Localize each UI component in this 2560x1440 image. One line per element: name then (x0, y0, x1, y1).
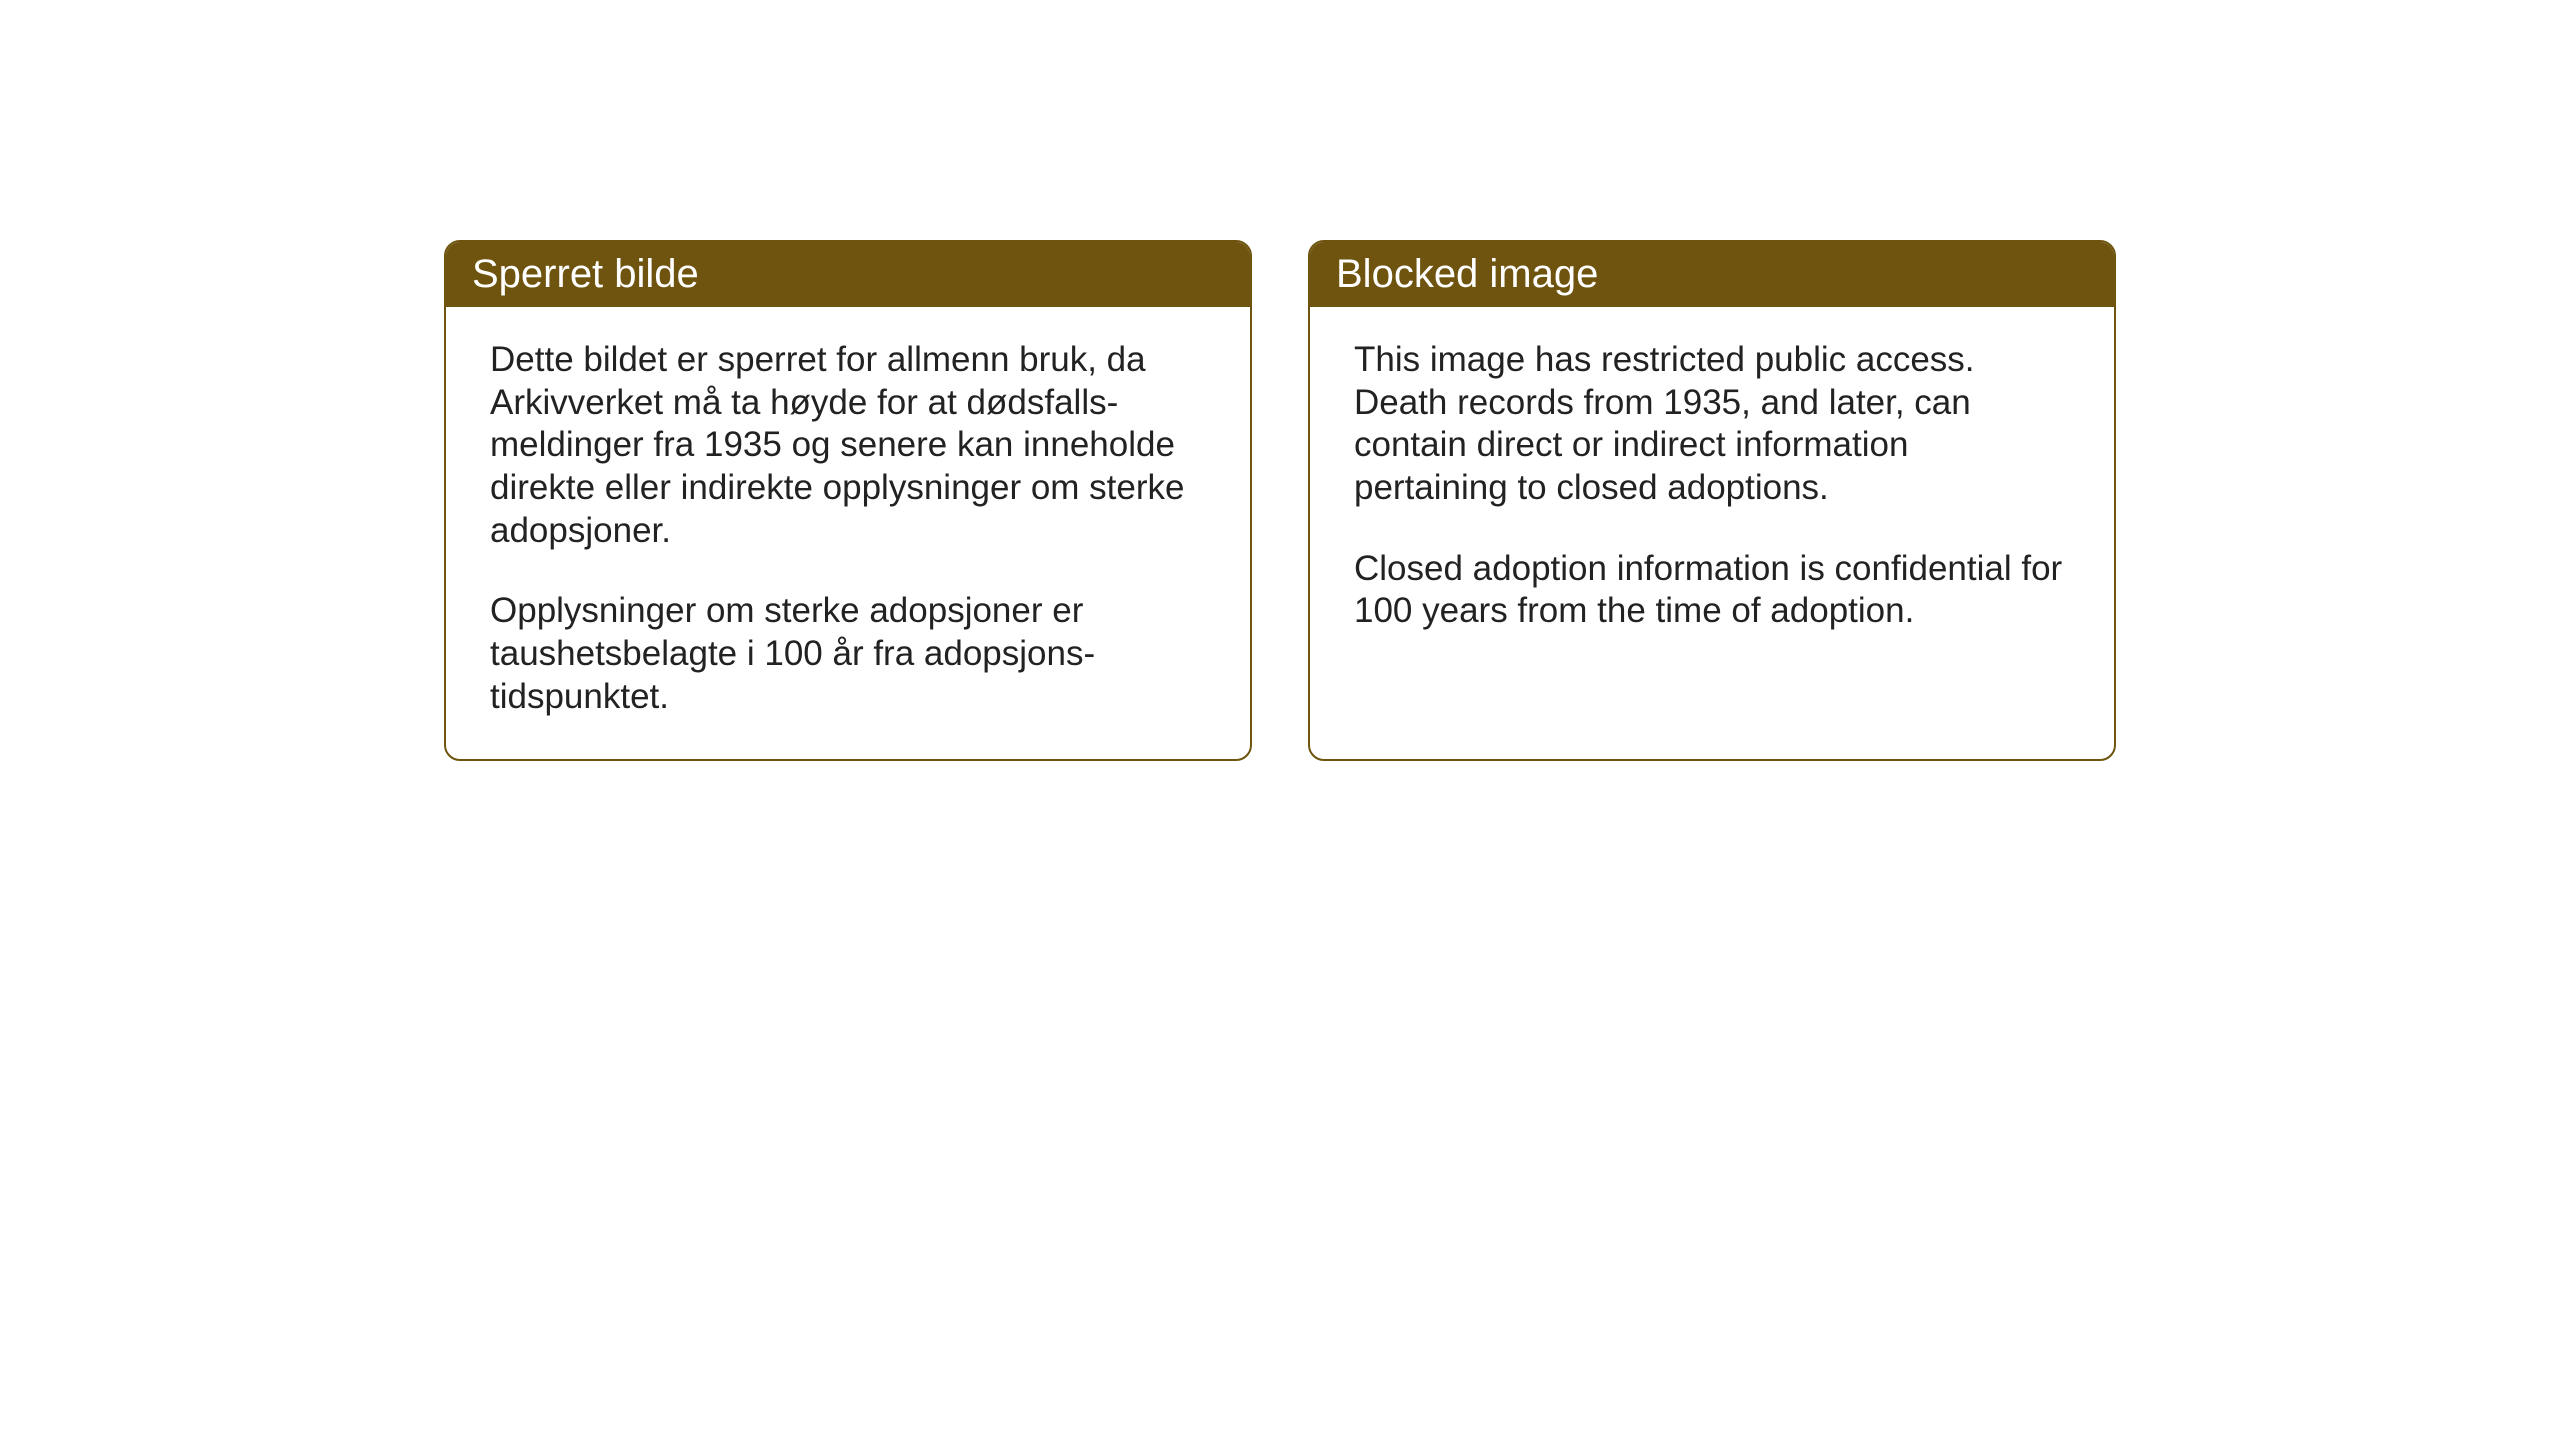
notice-paragraph: Opplysninger om sterke adopsjoner er tau… (490, 590, 1206, 718)
notice-header-norwegian: Sperret bilde (446, 242, 1250, 307)
notice-container: Sperret bilde Dette bildet er sperret fo… (444, 240, 2116, 761)
notice-paragraph: Dette bildet er sperret for allmenn bruk… (490, 339, 1206, 552)
notice-body-norwegian: Dette bildet er sperret for allmenn bruk… (446, 307, 1250, 759)
notice-header-english: Blocked image (1310, 242, 2114, 307)
notice-paragraph: This image has restricted public access.… (1354, 339, 2070, 510)
notice-card-norwegian: Sperret bilde Dette bildet er sperret fo… (444, 240, 1252, 761)
notice-body-english: This image has restricted public access.… (1310, 307, 2114, 755)
notice-paragraph: Closed adoption information is confident… (1354, 548, 2070, 633)
notice-card-english: Blocked image This image has restricted … (1308, 240, 2116, 761)
